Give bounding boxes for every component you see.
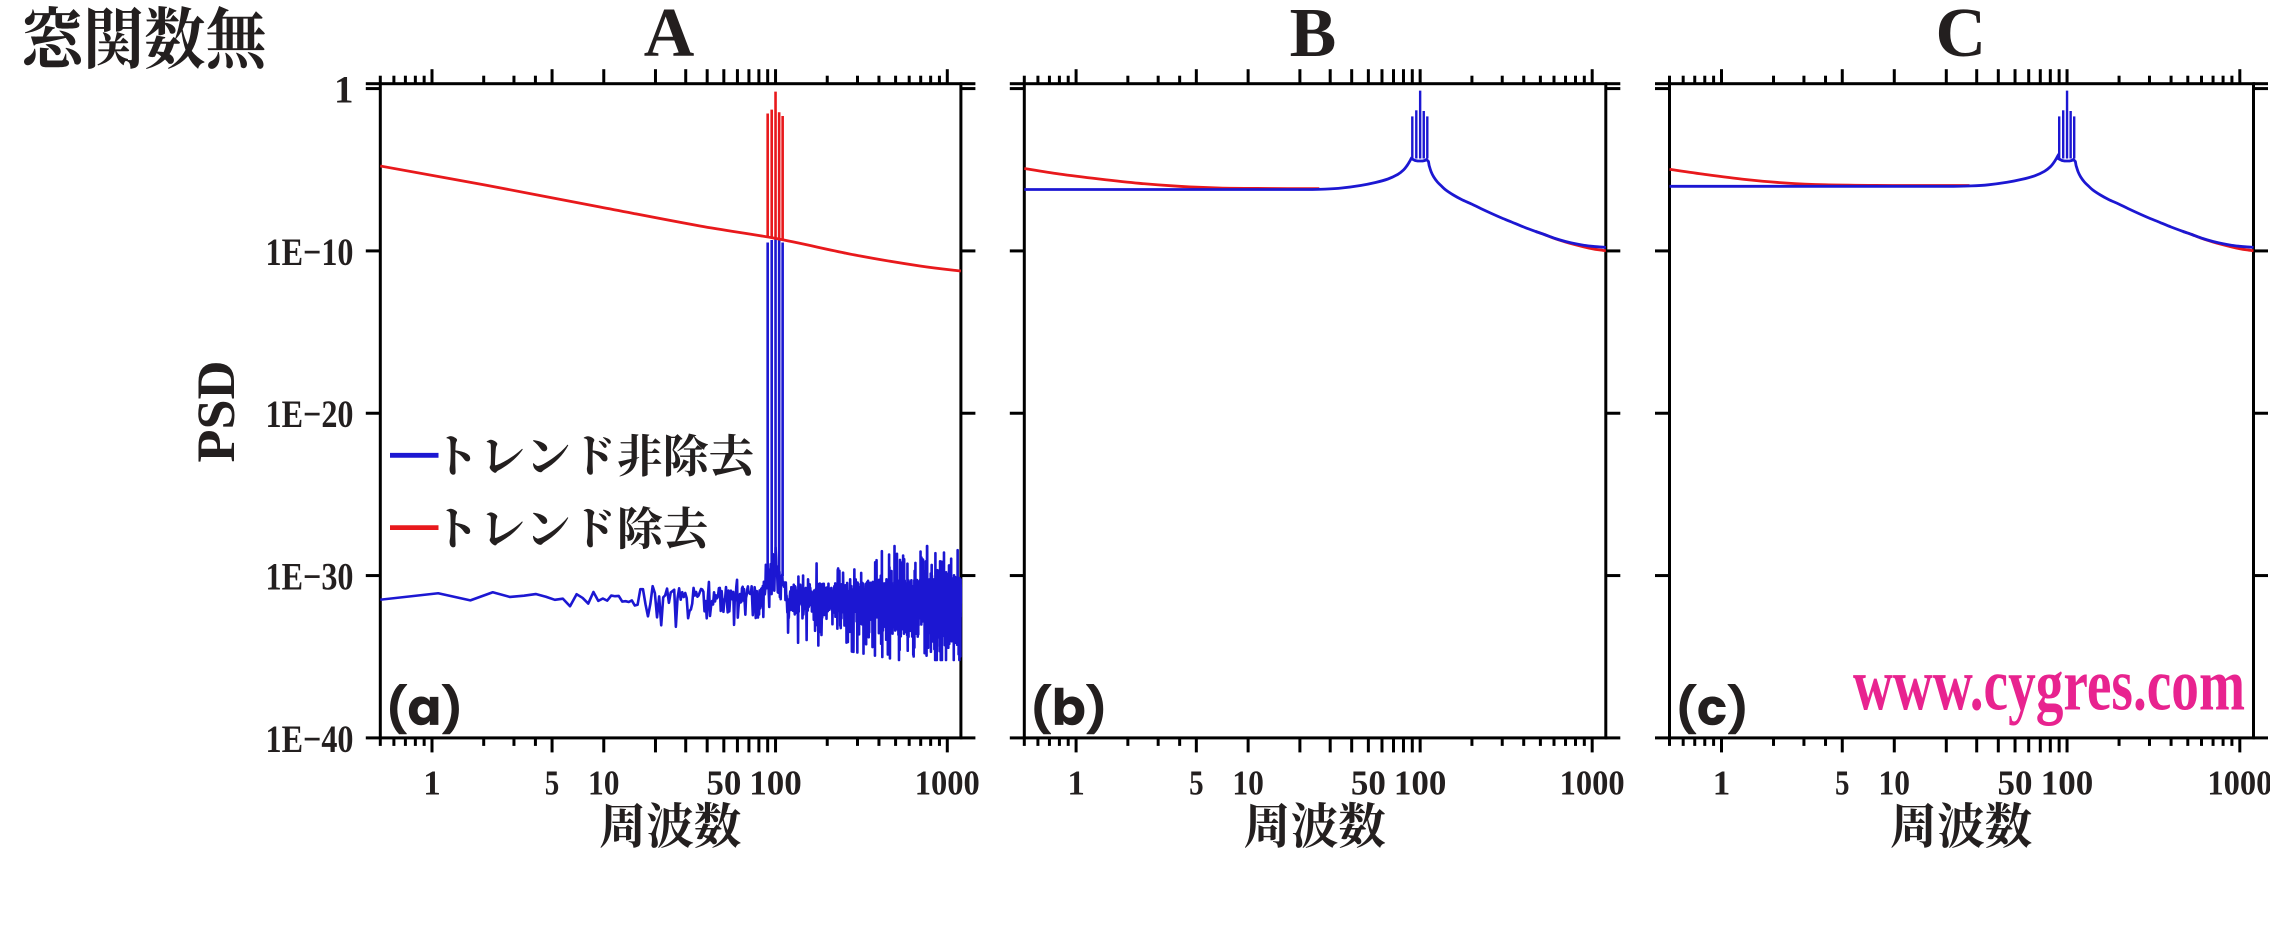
- svg-text:1: 1: [423, 764, 441, 803]
- svg-text:PSD: PSD: [186, 360, 246, 462]
- svg-text:1: 1: [1713, 764, 1731, 803]
- svg-text:5: 5: [1189, 764, 1204, 803]
- svg-text:10: 10: [588, 764, 620, 803]
- svg-text:www.cygres.com: www.cygres.com: [1853, 645, 2245, 727]
- svg-text:1000: 1000: [915, 764, 980, 803]
- svg-text:C: C: [1936, 0, 1987, 72]
- svg-text:5: 5: [545, 764, 560, 803]
- svg-text:1E−10: 1E−10: [266, 231, 354, 274]
- svg-text:1E−30: 1E−30: [266, 556, 354, 599]
- svg-text:A: A: [644, 0, 695, 72]
- svg-text:B: B: [1290, 0, 1337, 72]
- svg-text:5: 5: [1835, 764, 1850, 803]
- svg-text:1E−20: 1E−20: [266, 393, 354, 436]
- svg-text:100: 100: [749, 764, 802, 803]
- svg-text:50: 50: [1998, 764, 2033, 803]
- svg-text:50: 50: [706, 764, 741, 803]
- svg-text:1000: 1000: [2207, 764, 2270, 803]
- svg-text:1: 1: [1067, 764, 1085, 803]
- svg-text:100: 100: [2041, 764, 2094, 803]
- svg-text:1000: 1000: [1560, 764, 1625, 803]
- svg-text:1: 1: [334, 69, 354, 112]
- svg-text:100: 100: [1394, 764, 1447, 803]
- svg-text:1E−40: 1E−40: [266, 718, 354, 761]
- svg-text:10: 10: [1232, 764, 1264, 803]
- svg-text:50: 50: [1351, 764, 1386, 803]
- svg-text:10: 10: [1879, 764, 1911, 803]
